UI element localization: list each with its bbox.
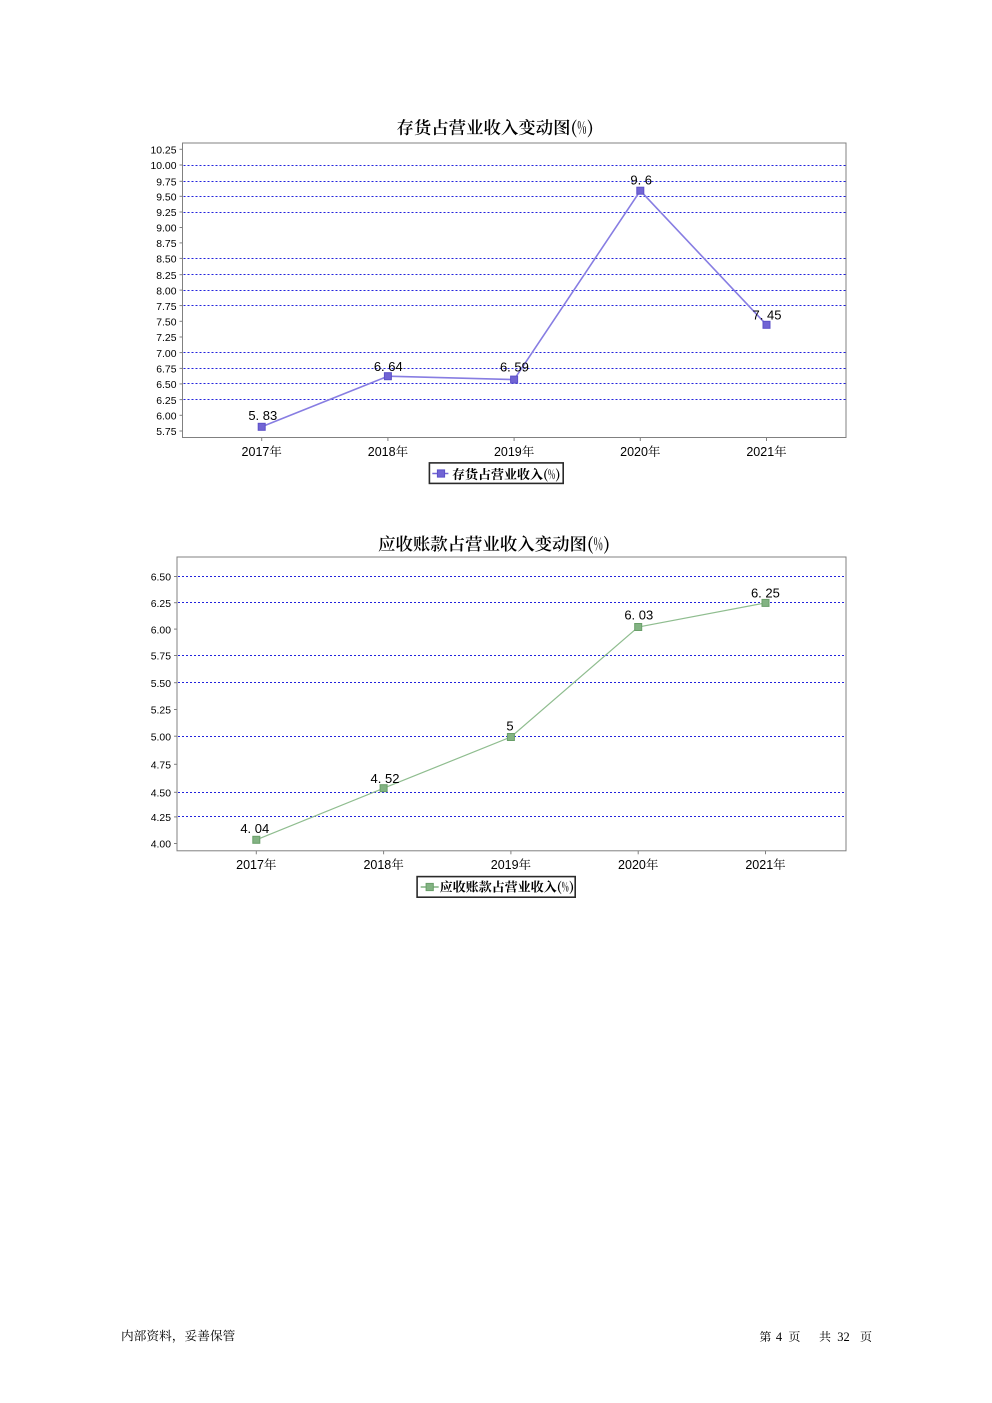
svg-text:6.50: 6.50 [151,573,171,584]
svg-text:6.00: 6.00 [151,625,171,636]
svg-text:6. 25: 6. 25 [751,585,780,600]
svg-text:10.25: 10.25 [150,146,176,157]
svg-text:9.25: 9.25 [156,208,176,219]
svg-text:6. 03: 6. 03 [624,608,653,623]
svg-text:9.00: 9.00 [156,224,176,235]
svg-text:9.50: 9.50 [156,193,176,204]
svg-text:6.75: 6.75 [156,365,176,376]
svg-text:6. 59: 6. 59 [500,360,529,375]
svg-text:4. 52: 4. 52 [371,771,400,786]
svg-text:9.75: 9.75 [156,178,176,189]
svg-text:8.25: 8.25 [156,271,176,282]
svg-text:8.50: 8.50 [156,255,176,266]
svg-text:5: 5 [506,719,513,734]
svg-text:8.75: 8.75 [156,239,176,250]
svg-text:7.50: 7.50 [156,318,176,329]
svg-text:2018: 2018 [368,445,396,459]
svg-text:2017: 2017 [236,858,264,872]
svg-text:4.75: 4.75 [151,761,171,772]
svg-text:6.25: 6.25 [151,599,171,610]
svg-text:4.00: 4.00 [151,840,171,851]
svg-text:2017: 2017 [242,445,270,459]
svg-text:4. 04: 4. 04 [240,821,269,836]
svg-text:7.00: 7.00 [156,349,176,360]
svg-text:2021: 2021 [745,858,773,872]
svg-text:4.50: 4.50 [151,789,171,800]
svg-text:7.75: 7.75 [156,302,176,313]
svg-text:6.25: 6.25 [156,396,176,407]
svg-text:10.00: 10.00 [150,161,176,172]
svg-text:2021: 2021 [746,445,774,459]
svg-text:5.75: 5.75 [151,652,171,663]
svg-text:5.50: 5.50 [151,679,171,690]
svg-text:2018: 2018 [363,858,391,872]
svg-text:7.25: 7.25 [156,333,176,344]
svg-text:6. 64: 6. 64 [374,359,403,374]
svg-text:4: 4 [776,1330,783,1344]
svg-text:2019: 2019 [494,445,522,459]
svg-text:4.25: 4.25 [151,813,171,824]
svg-text:5.00: 5.00 [151,732,171,743]
svg-text:7. 45: 7. 45 [753,308,782,323]
svg-text:2019: 2019 [491,858,519,872]
svg-text:5.75: 5.75 [156,427,176,438]
svg-text:5. 83: 5. 83 [248,408,277,423]
svg-text:6.00: 6.00 [156,412,176,423]
svg-text:2020: 2020 [620,445,648,459]
svg-text:9. 6: 9. 6 [630,173,652,188]
svg-text:2020: 2020 [618,858,646,872]
svg-text:8.00: 8.00 [156,286,176,297]
svg-text:6.50: 6.50 [156,380,176,391]
svg-text:32: 32 [837,1330,850,1344]
svg-text:5.25: 5.25 [151,706,171,717]
